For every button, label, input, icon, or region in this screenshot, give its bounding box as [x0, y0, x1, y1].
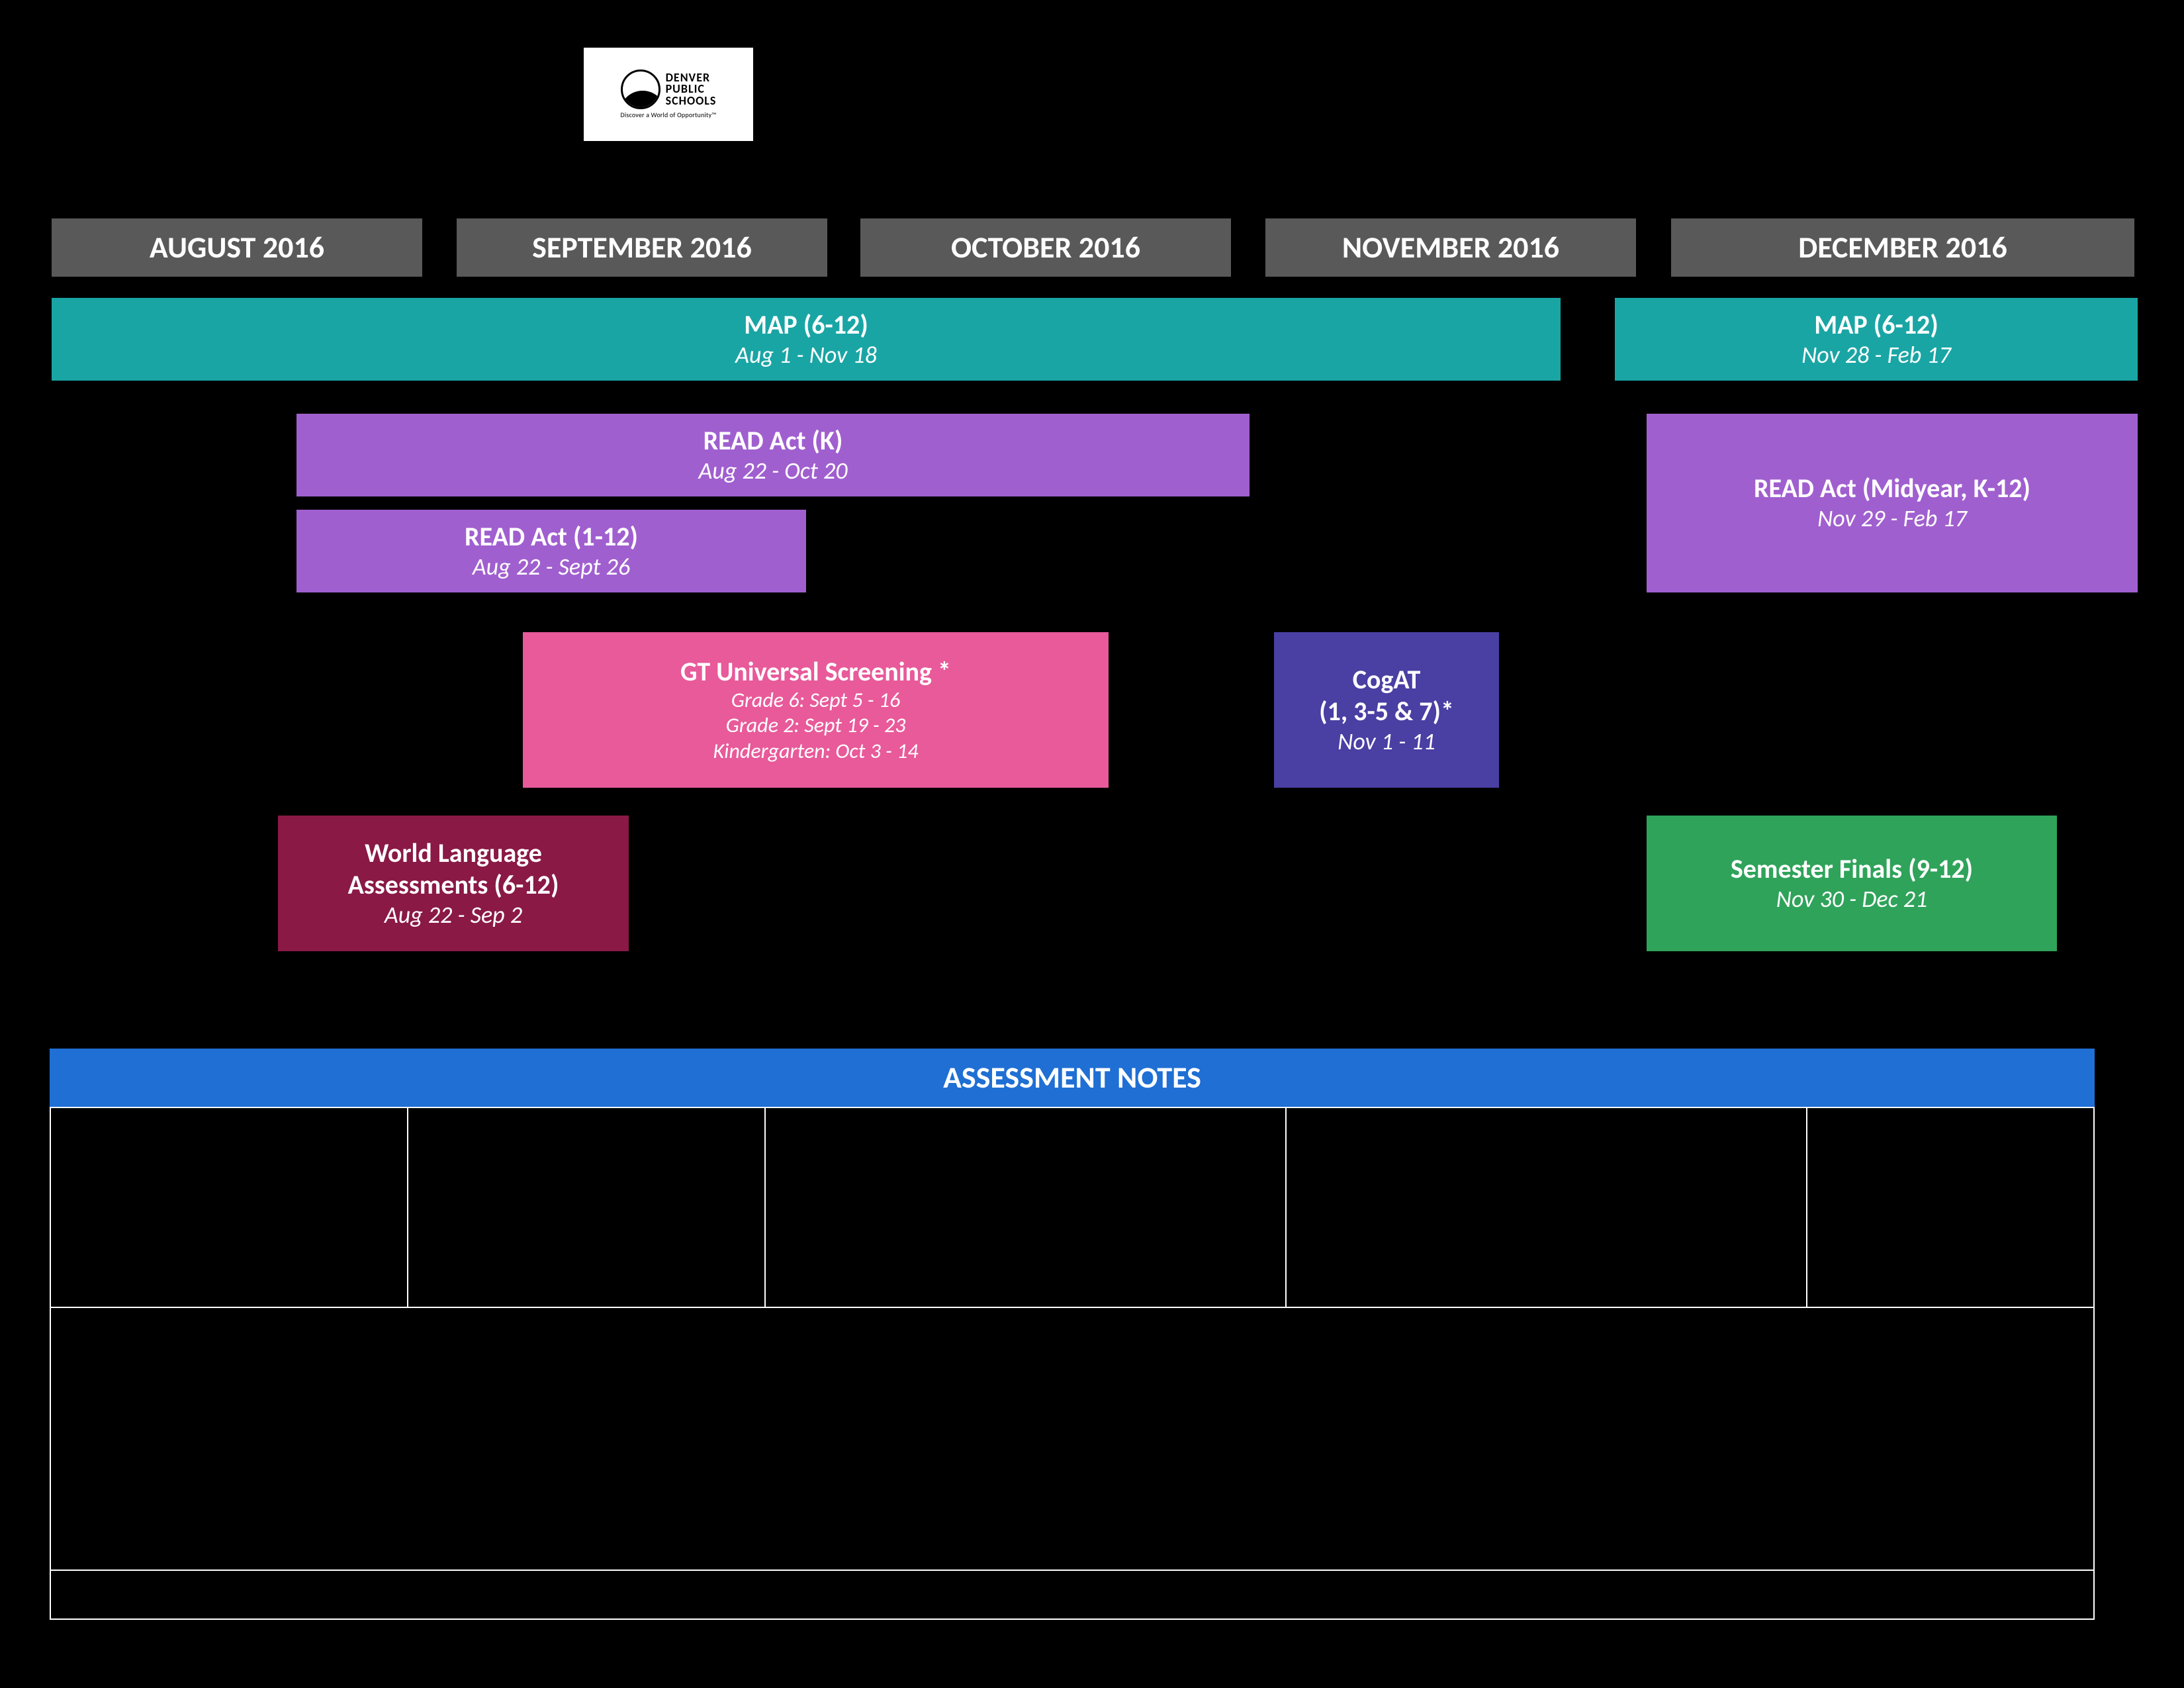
- notes-row-3: [51, 1571, 2093, 1618]
- logo-icon: [621, 70, 660, 109]
- bar-read-act-k: READ Act (K)Aug 22 - Oct 20: [296, 414, 1250, 496]
- bar-dates: Nov 30 - Dec 21: [1776, 885, 1927, 914]
- notes-cell-r1-c0: [51, 1108, 408, 1307]
- bar-title: CogAT: [1353, 664, 1421, 696]
- assessment-notes-header: ASSESSMENT NOTES: [50, 1049, 2095, 1107]
- bar-dates: Nov 29 - Feb 17: [1817, 504, 1967, 533]
- logo-text: DENVER PUBLIC SCHOOLS: [666, 72, 717, 106]
- bar-dates: Nov 28 - Feb 17: [1801, 341, 1951, 369]
- bar-read-act-1-12: READ Act (1-12)Aug 22 - Sept 26: [296, 510, 806, 592]
- notes-cell-r1-c4: [1807, 1108, 2093, 1307]
- notes-cell-r1-c2: [766, 1108, 1287, 1307]
- notes-row-1: [51, 1108, 2093, 1307]
- bar-title: Semester Finals (9-12): [1731, 853, 1973, 885]
- notes-row-2: [51, 1308, 2093, 1570]
- notes-cell-r1-c1: [408, 1108, 766, 1307]
- month-header-3: NOVEMBER 2016: [1265, 218, 1636, 277]
- bar-dates-line: Grade 2: Sept 19 - 23: [726, 713, 906, 738]
- bar-read-act-midyear: READ Act (Midyear, K-12)Nov 29 - Feb 17: [1647, 414, 2138, 592]
- logo-box: DENVER PUBLIC SCHOOLS Discover a World o…: [582, 46, 754, 142]
- month-header-1: SEPTEMBER 2016: [457, 218, 827, 277]
- logo-tagline: Discover a World of Opportunity™: [621, 111, 717, 119]
- logo-line-3: SCHOOLS: [666, 95, 717, 107]
- bar-gt-universal: GT Universal Screening *Grade 6: Sept 5 …: [523, 632, 1109, 788]
- bar-subtitle: (1, 3-5 & 7)*: [1319, 696, 1454, 727]
- assessment-notes-header-label: ASSESSMENT NOTES: [943, 1059, 1201, 1096]
- bar-title: World Language: [365, 837, 542, 869]
- bar-map-fall: MAP (6-12)Aug 1 - Nov 18: [52, 298, 1561, 381]
- bar-dates: Nov 1 - 11: [1338, 727, 1435, 756]
- bar-dates: Aug 22 - Oct 20: [699, 457, 848, 485]
- bar-world-language: World LanguageAssessments (6-12)Aug 22 -…: [278, 816, 629, 951]
- bar-cogat: CogAT(1, 3-5 & 7)*Nov 1 - 11: [1274, 632, 1499, 788]
- bar-title: MAP (6-12): [1814, 309, 1938, 341]
- assessment-notes-grid: [50, 1107, 2095, 1620]
- bar-subtitle: Assessments (6-12): [348, 869, 559, 901]
- bar-dates: Aug 1 - Nov 18: [735, 341, 877, 369]
- bar-dates: Aug 22 - Sept 26: [473, 553, 630, 581]
- notes-cell-r1-c3: [1287, 1108, 1807, 1307]
- month-header-0: AUGUST 2016: [52, 218, 422, 277]
- month-header-4: DECEMBER 2016: [1671, 218, 2134, 277]
- bar-title: READ Act (1-12): [465, 521, 638, 553]
- logo-inner: DENVER PUBLIC SCHOOLS: [621, 70, 717, 109]
- bar-title: READ Act (Midyear, K-12): [1754, 473, 2030, 504]
- month-header-2: OCTOBER 2016: [860, 218, 1231, 277]
- bar-dates-line: Kindergarten: Oct 3 - 14: [713, 739, 918, 764]
- bar-semester-finals: Semester Finals (9-12)Nov 30 - Dec 21: [1647, 816, 2057, 951]
- bar-title: READ Act (K): [704, 425, 843, 457]
- bar-dates: Aug 22 - Sep 2: [385, 901, 522, 929]
- bar-dates-line: Grade 6: Sept 5 - 16: [731, 688, 901, 713]
- bar-title: GT Universal Screening *: [680, 656, 951, 688]
- bar-map-winter: MAP (6-12)Nov 28 - Feb 17: [1615, 298, 2138, 381]
- bar-title: MAP (6-12): [744, 309, 868, 341]
